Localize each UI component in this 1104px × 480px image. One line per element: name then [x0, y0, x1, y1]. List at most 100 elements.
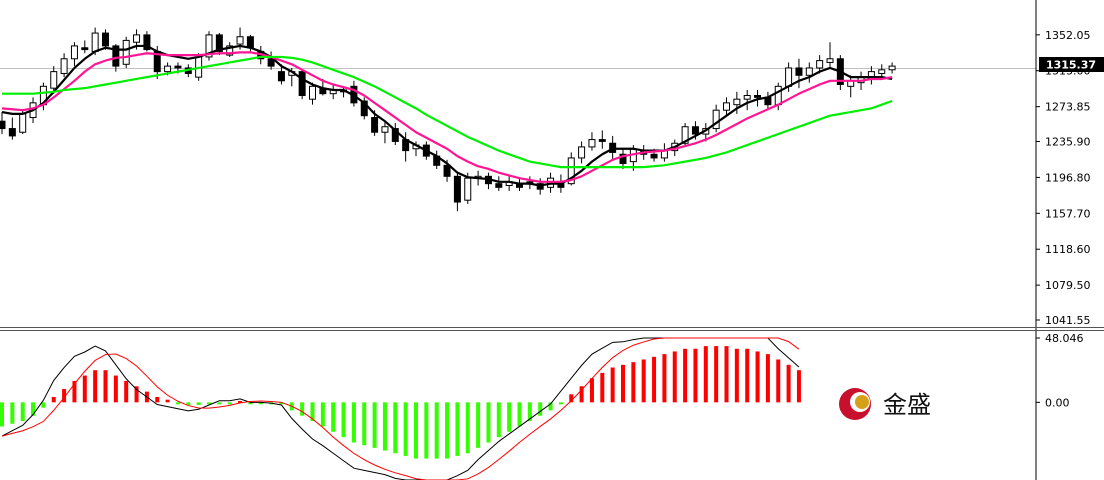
histogram-bar-positive: [589, 378, 594, 403]
histogram-bar-positive: [51, 396, 56, 403]
histogram-bar-positive: [155, 396, 160, 403]
histogram-bar-negative: [186, 402, 191, 406]
histogram-bar-positive: [796, 370, 801, 403]
candle-body-down: [8, 128, 16, 137]
histogram-bar-negative: [424, 402, 429, 459]
candle-body-down: [754, 95, 762, 98]
histogram-bar-positive: [72, 380, 77, 403]
candle-body-down: [495, 183, 503, 188]
histogram-bar-positive: [631, 362, 636, 403]
histogram-bar-positive: [755, 351, 760, 403]
candlestick: [805, 62, 813, 83]
histogram-bar-positive: [62, 388, 67, 403]
candle-body-up: [164, 65, 172, 73]
candle-body-up: [681, 126, 689, 144]
candle-body-up: [122, 39, 130, 65]
candlestick: [712, 104, 720, 133]
tick-label: 1157.70: [1045, 207, 1091, 220]
current-price-marker: 1315.37: [1039, 57, 1104, 72]
candlestick: [277, 64, 285, 85]
histogram-bar-positive: [610, 367, 615, 403]
histogram-bar-positive: [82, 375, 87, 403]
candle-body-down: [174, 65, 182, 69]
histogram-bar-negative: [496, 402, 501, 438]
histogram-bar-positive: [165, 399, 170, 403]
histogram-bar-negative: [486, 402, 491, 443]
histogram-bar-negative: [341, 402, 346, 438]
candlestick: [681, 123, 689, 147]
histogram-bar-positive: [238, 400, 243, 403]
histogram-bar-positive: [786, 364, 791, 403]
candle-body-up: [60, 58, 68, 74]
candlestick: [619, 148, 627, 169]
candle-body-down: [795, 67, 803, 76]
candle-body-up: [133, 34, 141, 43]
candlestick: [888, 62, 896, 74]
candle-body-up: [588, 139, 596, 148]
candlestick: [226, 42, 234, 57]
signal-line: [1, 337, 800, 480]
candle-body-up: [309, 85, 316, 100]
brand-logo: 金盛: [839, 388, 931, 420]
histogram-bar-negative: [362, 402, 367, 446]
candlestick: [598, 130, 606, 149]
histogram-bar-negative: [434, 402, 439, 459]
histogram-bar-positive: [641, 359, 646, 403]
histogram-bar-positive: [93, 370, 98, 403]
candlestick: [205, 31, 213, 61]
histogram-bar-negative: [217, 402, 222, 405]
moving-average-line: [1, 51, 893, 183]
histogram-bar-positive: [745, 348, 750, 403]
histogram-bar-positive: [693, 348, 698, 403]
histogram-bar-negative: [393, 402, 398, 454]
candle-body-down: [391, 128, 399, 142]
histogram-bar-negative: [279, 402, 284, 405]
candle-body-up: [19, 113, 27, 133]
histogram-bar-negative: [175, 402, 180, 405]
histogram-bar-negative: [0, 402, 4, 427]
histogram-bar-negative: [372, 402, 377, 448]
candle-body-up: [91, 32, 99, 52]
candle-body-down: [691, 126, 699, 135]
main-price-panel: [0, 27, 1036, 212]
histogram-bar-positive: [600, 372, 605, 403]
tick-label: 1273.85: [1045, 101, 1091, 114]
histogram-bar-negative: [455, 402, 460, 456]
histogram-bar-negative: [445, 402, 450, 459]
candle-body-down: [453, 175, 461, 203]
candlestick: [360, 97, 368, 120]
histogram-bar-positive: [621, 364, 625, 403]
histogram-bar-negative: [20, 402, 25, 422]
histogram-bar-positive: [569, 394, 574, 403]
histogram-bar-negative: [548, 402, 553, 411]
candle-body-up: [888, 65, 896, 71]
tick-label: 0.00: [1045, 396, 1070, 409]
candle-body-down: [650, 153, 658, 159]
histogram-bar-negative: [558, 402, 563, 405]
histogram-bar-negative: [41, 402, 46, 408]
candle-body-down: [298, 71, 306, 97]
candle-body-down: [277, 71, 285, 82]
macd-indicator-panel: [0, 337, 801, 480]
histogram-bar-positive: [734, 348, 739, 403]
histogram-bar-negative: [10, 402, 15, 424]
candle-body-down: [215, 34, 223, 52]
histogram-bar-negative: [351, 402, 356, 443]
candle-body-down: [112, 45, 120, 67]
candlestick: [453, 172, 461, 212]
candle-body-up: [878, 69, 886, 74]
histogram-bar-negative: [507, 402, 512, 432]
candle-body-up: [464, 177, 472, 201]
logo-text: 金盛: [883, 391, 931, 419]
tick-label: 1041.55: [1045, 314, 1091, 327]
candle-body-down: [143, 34, 151, 51]
histogram-bar-positive: [724, 346, 729, 403]
candlestick: [309, 82, 316, 105]
candle-body-up: [723, 102, 730, 111]
candlestick: [495, 176, 503, 192]
candle-body-down: [246, 36, 254, 49]
histogram-bar-positive: [662, 354, 667, 403]
histogram-bar-negative: [538, 402, 543, 416]
